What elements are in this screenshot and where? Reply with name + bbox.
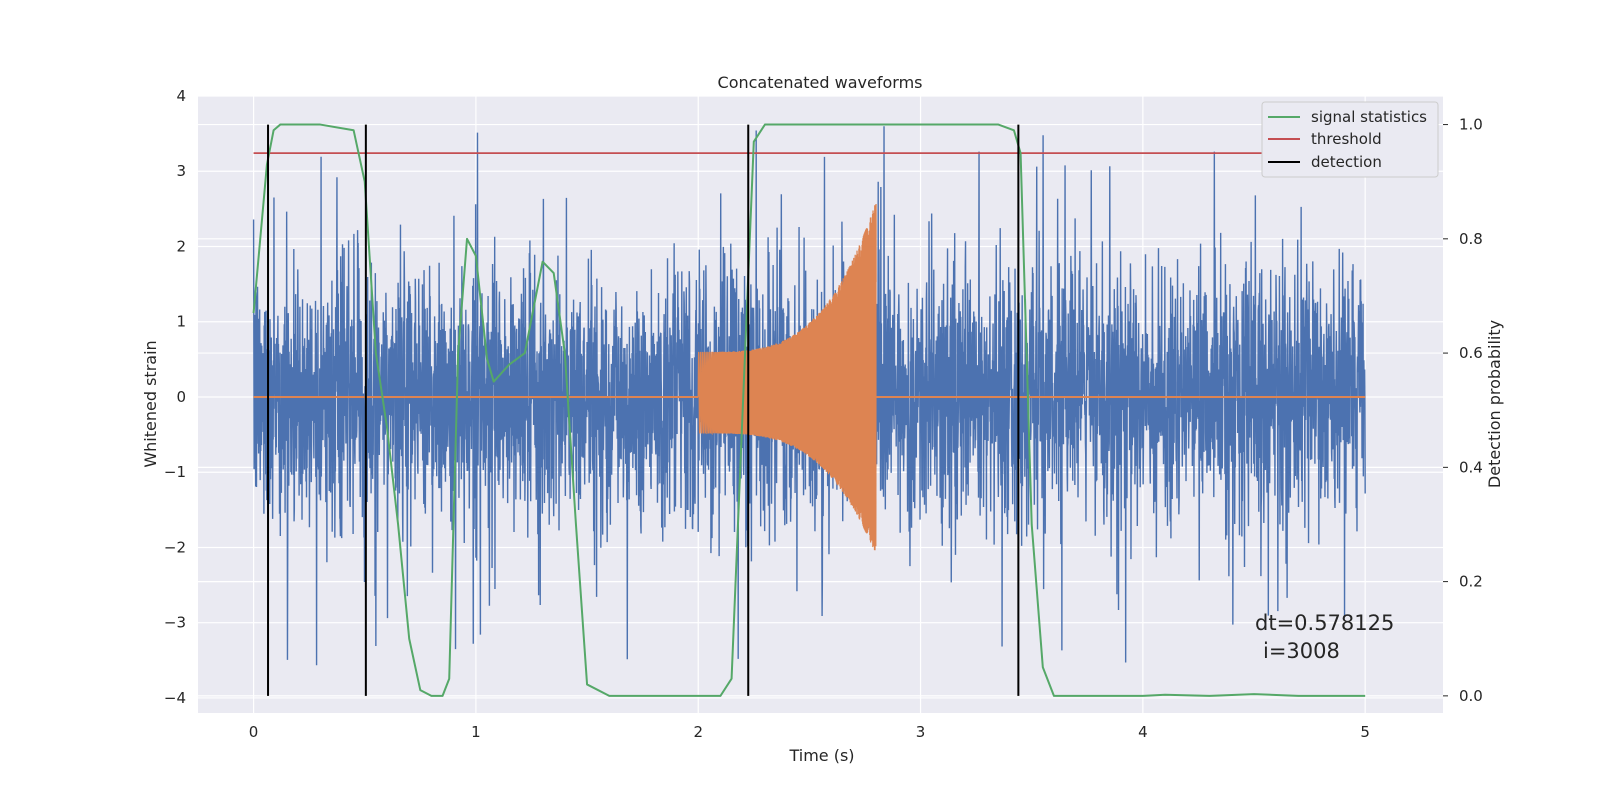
y-tick-label: 1 bbox=[176, 313, 186, 331]
y-tick-label: 0 bbox=[176, 388, 186, 406]
y-right-tick-label: 0.4 bbox=[1459, 458, 1483, 476]
y-right-tick-label: 0.2 bbox=[1459, 573, 1483, 591]
y-right-tick-label: 1.0 bbox=[1459, 116, 1483, 134]
legend-box bbox=[1261, 101, 1439, 178]
chirp-line bbox=[697, 204, 877, 551]
signal-statistics-series bbox=[252, 123, 1366, 697]
x-tick-label: 1 bbox=[471, 723, 481, 741]
y-tick-label: 3 bbox=[176, 162, 186, 180]
detection-series bbox=[267, 124, 1020, 696]
x-tick-label: 0 bbox=[249, 723, 259, 741]
y-tick-label: 2 bbox=[176, 237, 186, 255]
y-tick-label: 4 bbox=[176, 87, 186, 105]
x-tick-label: 4 bbox=[1138, 723, 1148, 741]
y-right-tick-label: 0.8 bbox=[1459, 230, 1483, 248]
y-right-tick-label: 0.0 bbox=[1459, 687, 1483, 705]
y-tick-label: −1 bbox=[164, 463, 186, 481]
x-tick-label: 3 bbox=[916, 723, 926, 741]
noise-series bbox=[252, 126, 1366, 666]
y-axis-label-right: Detection probability bbox=[1485, 320, 1504, 488]
legend: signal statistics threshold detection bbox=[1261, 101, 1439, 178]
annotation-dt: dt=0.578125 bbox=[1255, 611, 1394, 635]
legend-label-signal-statistics: signal statistics bbox=[1311, 108, 1427, 126]
noise-line bbox=[252, 126, 1366, 666]
legend-label-detection: detection bbox=[1311, 153, 1382, 171]
y-tick-label: −2 bbox=[164, 538, 186, 556]
x-tick-label: 2 bbox=[693, 723, 703, 741]
legend-label-threshold: threshold bbox=[1311, 130, 1382, 148]
x-axis-label: Time (s) bbox=[788, 746, 854, 765]
y-tick-label: −3 bbox=[164, 614, 186, 632]
signal-statistics-line bbox=[252, 123, 1366, 697]
chirp-series bbox=[253, 204, 1366, 551]
y-axis-label: Whitened strain bbox=[141, 340, 160, 467]
chart-title: Concatenated waveforms bbox=[718, 73, 923, 92]
annotation-i: i=3008 bbox=[1263, 639, 1340, 663]
x-tick-label: 5 bbox=[1360, 723, 1370, 741]
y-right-tick-label: 0.6 bbox=[1459, 344, 1483, 362]
tick-labels: 0 1 2 3 4 5 −4 −3 −2 −1 0 1 2 3 4 0.0 0.2 0.4 0.6 0.8 1.0 bbox=[164, 87, 1483, 741]
y-tick-label: −4 bbox=[164, 689, 186, 707]
